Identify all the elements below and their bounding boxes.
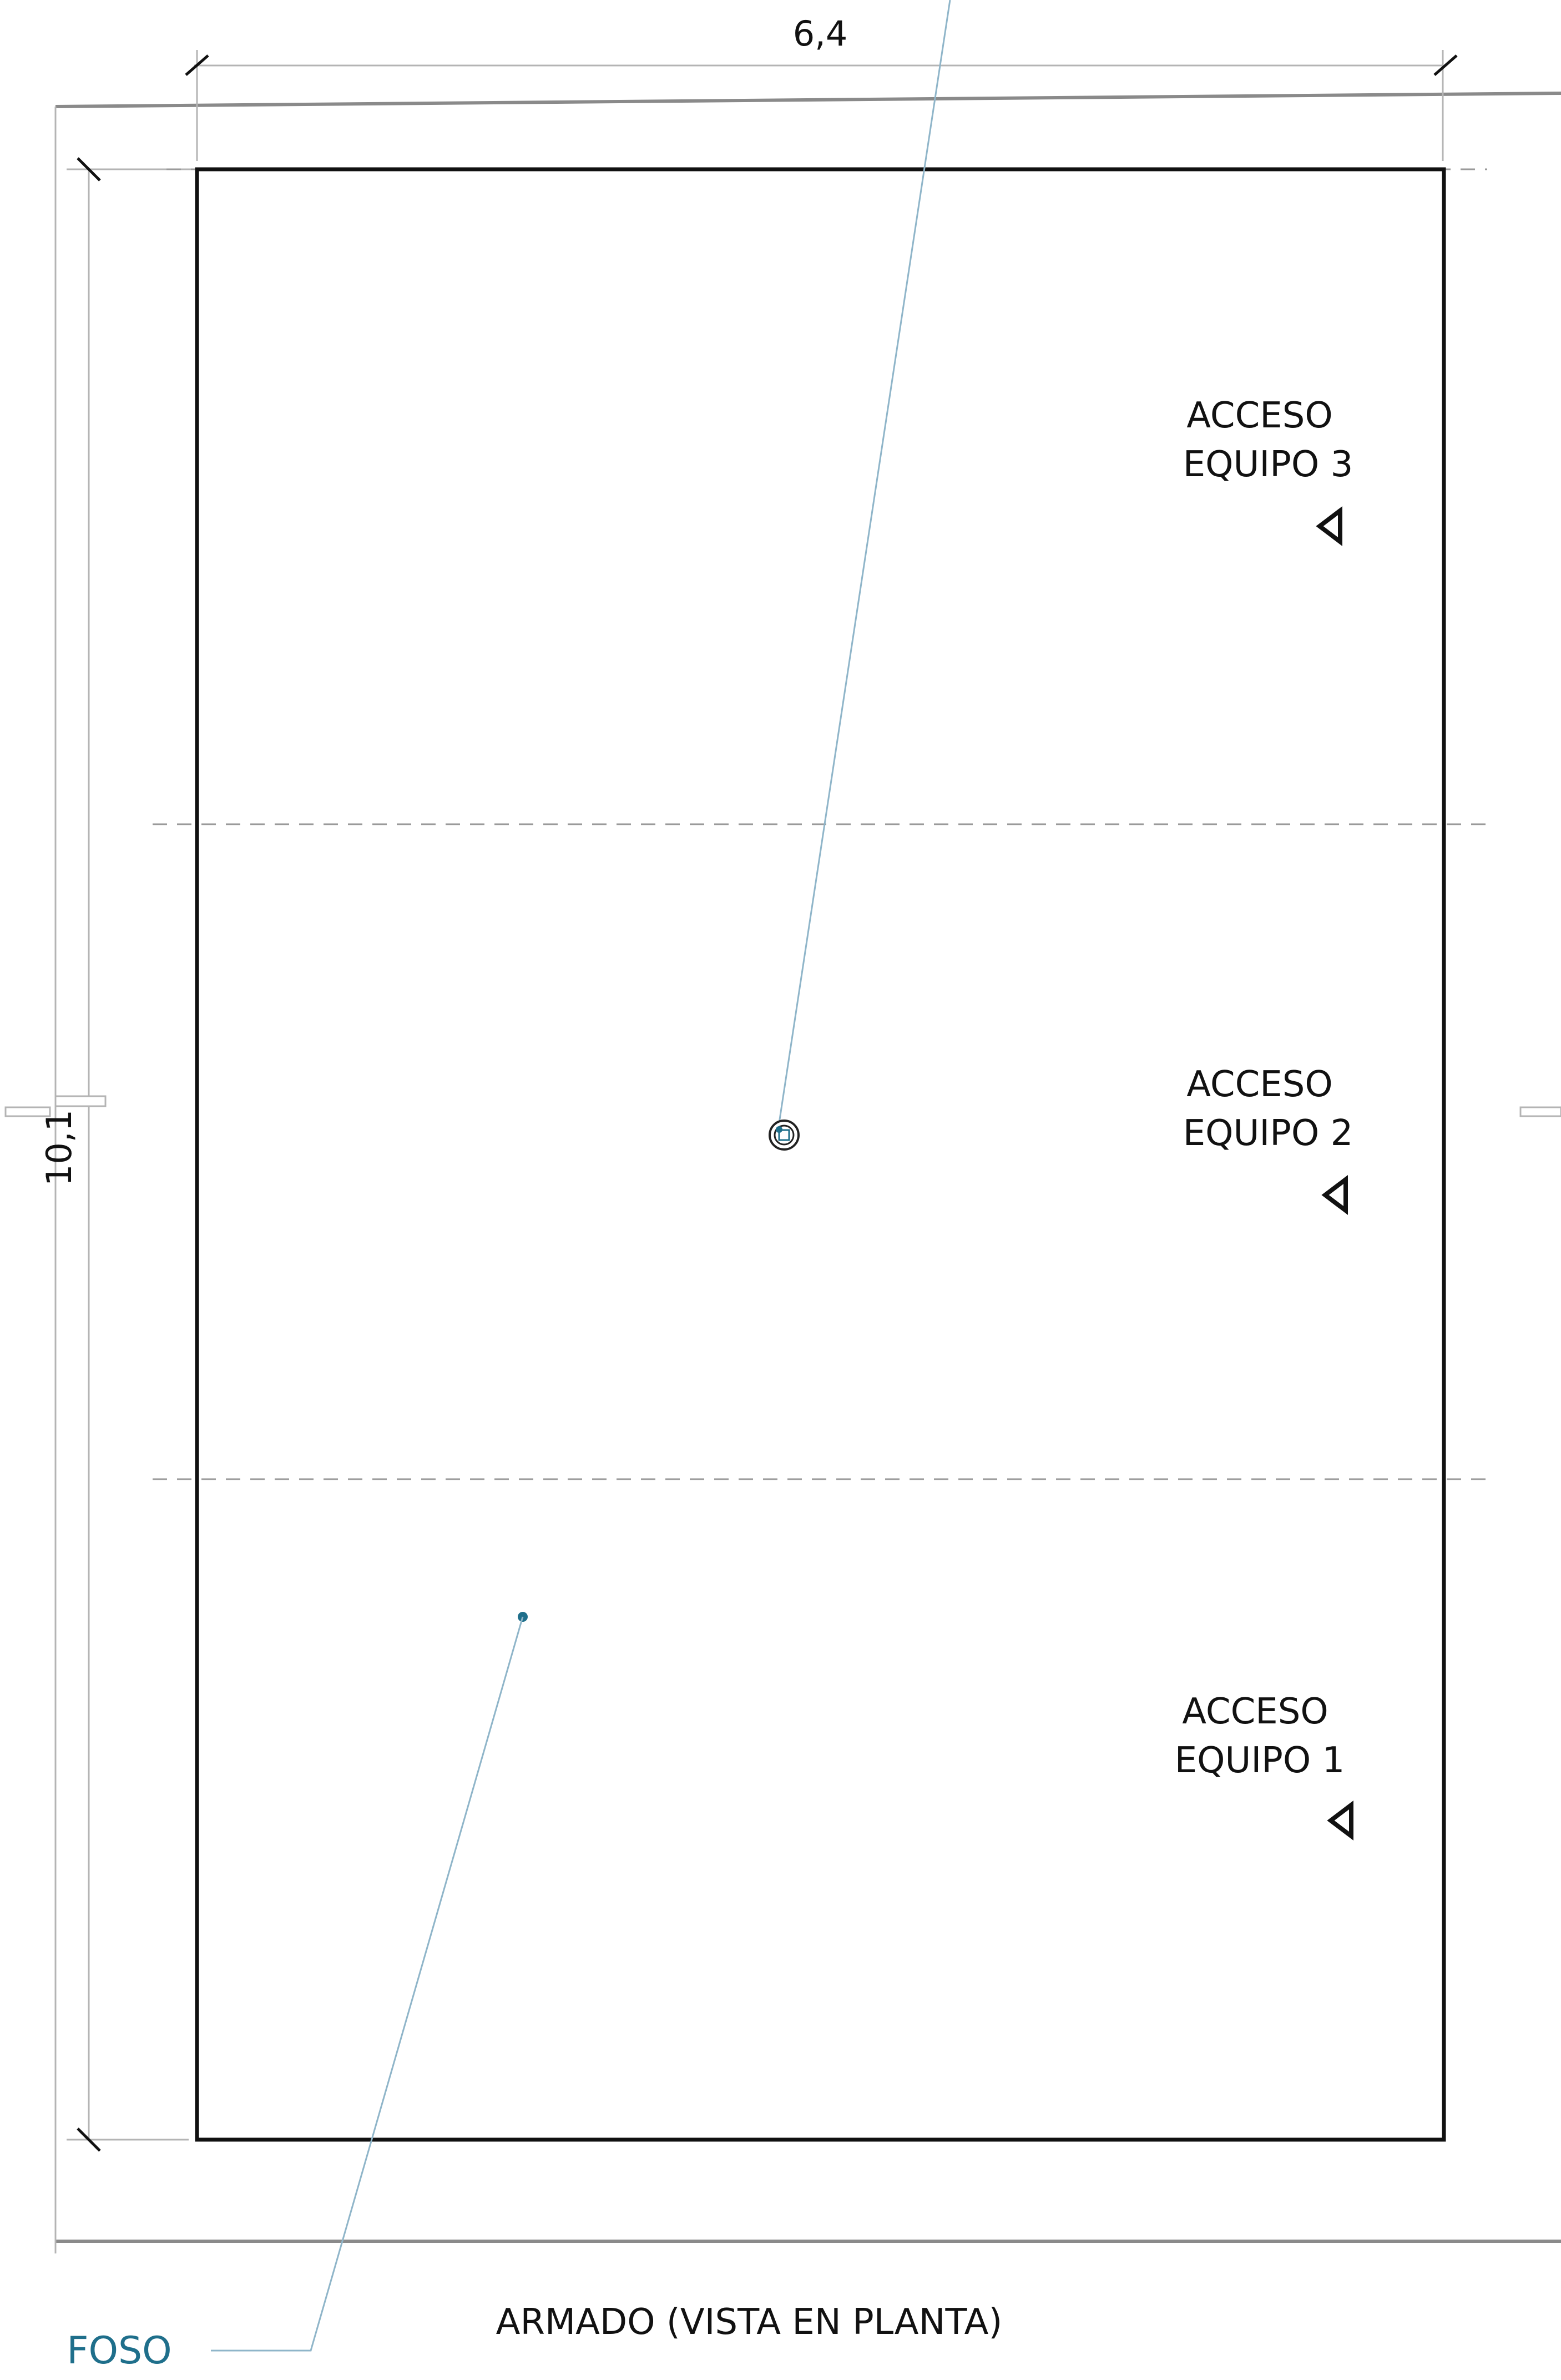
- width-tick-left: [185, 54, 209, 76]
- center-leader-line: [777, 0, 951, 1127]
- width-tick-right: [1433, 54, 1458, 76]
- center-target-icon: [769, 1120, 800, 1151]
- access-point-1: ACCESO EQUIPO 1: [1175, 1691, 1353, 1841]
- height-tick-top: [77, 157, 101, 181]
- pit-label: FOSO: [67, 2329, 171, 2373]
- height-tick-bottom: [77, 2127, 101, 2152]
- height-dimension-label: 10,1: [39, 1110, 79, 1186]
- access-point-3: ACCESO EQUIPO 3: [1183, 395, 1353, 547]
- access-3-line2: EQUIPO 3: [1183, 444, 1353, 485]
- plan-outline: [195, 167, 1446, 2142]
- left-edge-mark: [4, 1106, 51, 1117]
- drawing-caption: ARMADO (VISTA EN PLANTA): [496, 2302, 1003, 2343]
- access-point-2: ACCESO EQUIPO 2: [1183, 1064, 1353, 1216]
- access-1-line1: ACCESO: [1182, 1691, 1328, 1732]
- sheet-top-border: [55, 92, 1561, 108]
- access-2-arrow-icon: [1321, 1174, 1348, 1216]
- access-1-arrow-icon: [1327, 1800, 1353, 1841]
- access-3-line1: ACCESO: [1186, 395, 1332, 436]
- width-dimension-label: 6,4: [793, 13, 848, 54]
- height-dimension-break: [54, 1095, 107, 1107]
- access-2-line2: EQUIPO 2: [1183, 1113, 1353, 1154]
- pit-leader-line: [211, 1616, 524, 2352]
- access-3-arrow-icon: [1316, 506, 1342, 547]
- access-2-line1: ACCESO: [1186, 1064, 1332, 1105]
- access-1-line2: EQUIPO 1: [1175, 1740, 1345, 1781]
- right-edge-mark: [1519, 1106, 1561, 1117]
